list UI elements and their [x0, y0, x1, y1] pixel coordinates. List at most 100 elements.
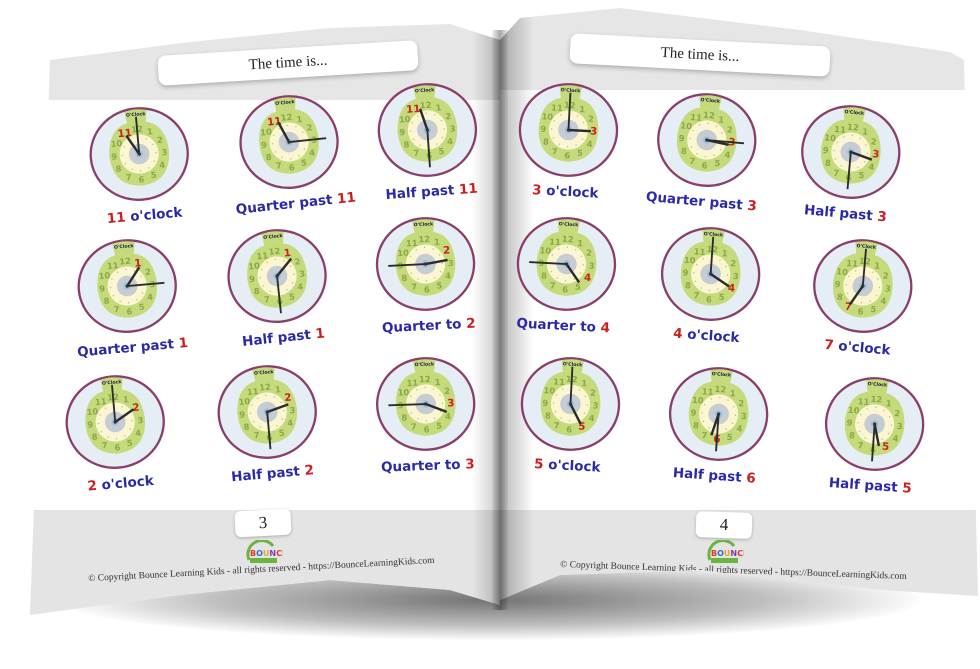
svg-text:2: 2 — [730, 258, 737, 268]
svg-text:4: 4 — [736, 423, 743, 433]
svg-text:4: 4 — [297, 281, 304, 292]
svg-text:2: 2 — [132, 402, 140, 415]
svg-text:9: 9 — [249, 274, 256, 285]
svg-text:11: 11 — [117, 127, 132, 140]
svg-text:7: 7 — [693, 290, 700, 300]
svg-text:4: 4 — [584, 272, 592, 284]
right-page: The time is... 123456789101112 O'Clock 3… — [500, 8, 978, 600]
svg-text:9: 9 — [822, 145, 829, 155]
svg-text:10: 10 — [543, 385, 555, 396]
clock-item: 123456789101112 O'Clock Half past 1 — [212, 218, 344, 352]
label-suffix: o'clock — [832, 337, 892, 359]
clock-item: 123456789101112 O'Clock Half past 2 — [203, 355, 333, 487]
svg-text:5: 5 — [718, 292, 725, 302]
svg-text:O'Clock: O'Clock — [561, 87, 582, 94]
svg-text:12: 12 — [259, 382, 272, 393]
svg-text:4: 4 — [447, 136, 454, 146]
svg-text:O'Clock: O'Clock — [703, 231, 724, 238]
svg-text:5: 5 — [714, 158, 721, 168]
svg-text:5: 5 — [870, 304, 877, 314]
svg-text:1: 1 — [577, 238, 584, 248]
label-hour: 1 — [314, 325, 326, 343]
svg-text:6: 6 — [566, 424, 573, 434]
clock-item: 123456789101112 O'Clock 5 o'clock — [507, 349, 633, 477]
svg-text:O'Clock: O'Clock — [102, 379, 123, 387]
svg-text:6: 6 — [138, 174, 145, 184]
svg-text:2: 2 — [738, 398, 745, 408]
svg-text:11: 11 — [690, 112, 703, 123]
svg-text:8: 8 — [837, 292, 844, 302]
svg-text:1: 1 — [874, 260, 881, 270]
svg-text:12: 12 — [870, 394, 882, 405]
clock-label: Quarter to 3 — [368, 456, 488, 476]
clock-item: 123456789101112 O'Clock Quarter to 4 — [503, 209, 629, 337]
svg-text:10: 10 — [98, 270, 111, 281]
svg-text:12: 12 — [703, 110, 716, 121]
clock-item: 123456789101112 O'Clock Half past 3 — [785, 95, 915, 227]
svg-text:BOUNCE: BOUNCE — [250, 549, 283, 558]
svg-text:9: 9 — [239, 409, 246, 419]
svg-text:8: 8 — [693, 420, 700, 430]
svg-text:11: 11 — [701, 386, 713, 397]
svg-text:2: 2 — [157, 135, 164, 145]
svg-text:5: 5 — [438, 146, 445, 156]
svg-text:7: 7 — [833, 168, 840, 178]
svg-text:3: 3 — [299, 268, 306, 279]
svg-text:6: 6 — [564, 150, 571, 160]
label-hour: 2 — [303, 462, 315, 479]
svg-text:2: 2 — [145, 267, 152, 277]
svg-text:12: 12 — [562, 234, 574, 245]
svg-text:5: 5 — [300, 157, 307, 168]
svg-text:6: 6 — [706, 294, 713, 304]
label-hour: 1 — [177, 334, 189, 352]
svg-text:4: 4 — [135, 428, 142, 438]
svg-text:4: 4 — [147, 292, 154, 302]
clock-face-icon: 123456789101112 O'Clock — [824, 377, 925, 471]
clock-face-icon: 123456789101112 O'Clock — [660, 227, 761, 321]
svg-text:10: 10 — [397, 248, 409, 259]
svg-text:12: 12 — [418, 234, 430, 245]
svg-text:1: 1 — [718, 114, 725, 124]
label-prefix: Half past — [828, 474, 903, 497]
svg-text:9: 9 — [99, 283, 106, 293]
svg-text:11: 11 — [834, 124, 847, 135]
svg-text:10: 10 — [541, 111, 553, 122]
clock-face-icon: 123456789101112 O'Clock — [375, 357, 476, 451]
svg-text:10: 10 — [684, 255, 696, 266]
svg-text:8: 8 — [401, 413, 407, 423]
clock-item: 123456789101112 O'Clock Quarter to 2 — [363, 209, 489, 337]
svg-text:2: 2 — [284, 392, 292, 405]
label-hour: 6 — [745, 470, 757, 487]
svg-text:6: 6 — [423, 424, 429, 434]
svg-text:7: 7 — [554, 420, 561, 430]
svg-text:7: 7 — [413, 148, 420, 158]
clock-face-icon: 123456789101112 O'Clock — [657, 93, 757, 187]
clock-item: 123456789101112 O'Clock Quarter past 1 — [63, 229, 193, 361]
svg-text:11: 11 — [693, 246, 705, 257]
svg-text:11: 11 — [247, 386, 260, 397]
svg-text:8: 8 — [681, 146, 688, 156]
label-hour: 3 — [746, 197, 758, 215]
svg-text:O'Clock: O'Clock — [414, 361, 435, 368]
svg-text:8: 8 — [265, 152, 272, 163]
label-hour: 2 — [465, 315, 476, 332]
svg-text:1: 1 — [296, 114, 303, 125]
svg-text:4: 4 — [880, 296, 887, 306]
svg-text:2: 2 — [294, 256, 301, 267]
svg-text:7: 7 — [113, 304, 120, 314]
svg-text:5: 5 — [578, 421, 586, 433]
svg-text:7: 7 — [253, 430, 260, 440]
svg-text:5: 5 — [150, 170, 157, 180]
clock-item: 123456789101112 O'Clock 7 o'clock — [797, 229, 927, 361]
label-hour: 11 — [106, 209, 127, 228]
svg-text:O'Clock: O'Clock — [275, 99, 296, 107]
svg-text:5: 5 — [436, 421, 442, 431]
clock-item: 123456789101112 O'Clock Quarter past 11 — [224, 84, 357, 218]
svg-text:6: 6 — [126, 306, 133, 316]
svg-text:3: 3 — [449, 123, 456, 133]
svg-text:8: 8 — [115, 164, 122, 174]
svg-text:6: 6 — [857, 306, 864, 316]
svg-text:10: 10 — [86, 406, 99, 417]
svg-text:1: 1 — [862, 126, 869, 136]
svg-text:4: 4 — [868, 162, 875, 172]
